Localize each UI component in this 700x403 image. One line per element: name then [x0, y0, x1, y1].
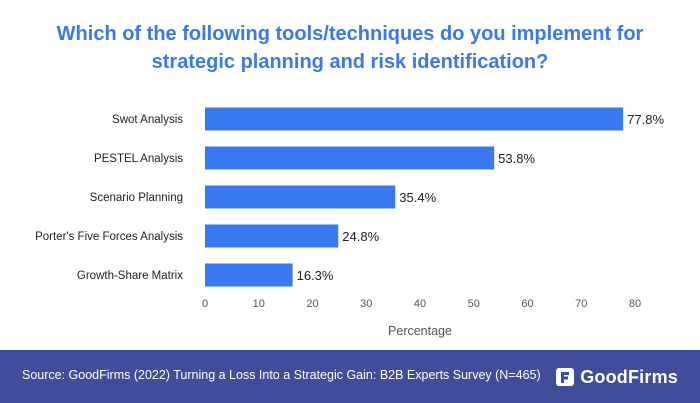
data-label: 77.8% [627, 112, 664, 127]
category-label: Swot Analysis [112, 114, 183, 126]
bar [205, 263, 293, 287]
footer-bar: Source: GoodFirms (2022) Turning a Loss … [0, 350, 700, 403]
category-label: Scenario Planning [90, 192, 183, 204]
x-tick-label: 60 [521, 298, 533, 310]
x-tick-label: 0 [202, 298, 208, 310]
bar [205, 107, 624, 131]
data-label: 16.3% [297, 268, 334, 283]
x-tick-label: 80 [629, 298, 641, 310]
bar [205, 185, 396, 209]
bar-chart: Swot Analysis 77.8% PESTEL Analysis 53.8% Sc… [35, 107, 664, 338]
chart-title-line-1: Which of the following tools/techniques … [56, 23, 644, 45]
data-label: 24.8% [342, 229, 379, 244]
goodfirms-logo-text: GoodFirms [580, 366, 678, 387]
bar [205, 146, 495, 170]
x-tick-label: 20 [306, 298, 318, 310]
x-axis-label: Percentage [388, 324, 452, 338]
category-label: Porter's Five Forces Analysis [35, 231, 183, 243]
chart-title-line-2: strategic planning and risk identificati… [151, 51, 549, 73]
category-label: Growth-Share Matrix [77, 270, 183, 282]
data-label: 35.4% [399, 190, 436, 205]
source-note: Source: GoodFirms (2022) Turning a Loss … [22, 368, 541, 382]
category-label: PESTEL Analysis [94, 153, 183, 165]
x-tick-label: 40 [414, 298, 426, 310]
goodfirms-logo-icon [556, 368, 575, 386]
x-tick-label: 70 [575, 298, 587, 310]
x-tick-label: 50 [468, 298, 480, 310]
chart-title: Which of the following tools/techniques … [20, 20, 680, 76]
x-tick-label: 10 [253, 298, 265, 310]
data-label: 53.8% [498, 151, 535, 166]
goodfirms-logo: GoodFirms [555, 362, 678, 392]
x-tick-label: 30 [360, 298, 372, 310]
bar [205, 224, 339, 248]
